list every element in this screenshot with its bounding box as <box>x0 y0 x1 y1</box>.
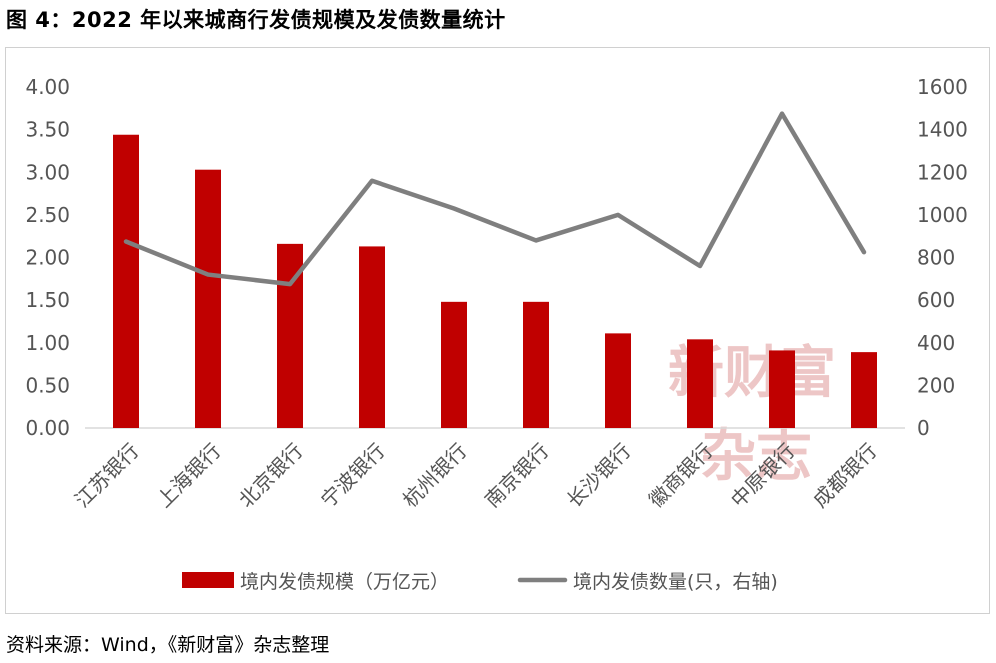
right-axis-tick-label: 200 <box>917 373 955 397</box>
category-label: 宁波银行 <box>316 439 390 513</box>
legend: 境内发债规模（万亿元） 境内发债数量(只，右轴) <box>182 571 778 593</box>
legend-bar-swatch <box>182 572 234 588</box>
left-axis-tick-label: 0.00 <box>25 416 70 440</box>
legend-line-label: 境内发债数量(只，右轴) <box>573 571 778 593</box>
source-note: 资料来源：Wind，《新财富》杂志整理 <box>6 634 330 656</box>
left-axis-tick-label: 2.50 <box>25 203 70 227</box>
right-axis-tick-label: 0 <box>917 416 930 440</box>
right-axis-tick-label: 1200 <box>917 160 968 184</box>
line-series-path <box>123 111 867 287</box>
right-axis-tick-label: 400 <box>917 331 955 355</box>
right-axis-tick-label: 1600 <box>917 75 968 99</box>
bar <box>769 350 795 428</box>
bar <box>113 134 139 429</box>
category-label: 杭州银行 <box>398 439 472 513</box>
category-label: 北京银行 <box>234 439 308 513</box>
axes: 0.00 0.50 1.00 1.50 2.00 2.50 3.00 3.50 4.00 0 200… <box>25 75 967 440</box>
left-axis-tick-label: 1.50 <box>25 288 70 312</box>
category-label: 上海银行 <box>152 439 226 513</box>
left-axis-tick-label: 1.00 <box>25 331 70 355</box>
right-axis-tick-label: 600 <box>917 288 955 312</box>
left-axis-tick-label: 3.50 <box>25 118 70 142</box>
watermark-text: 杂志 <box>700 423 812 489</box>
bar <box>195 169 221 428</box>
bar <box>523 301 549 428</box>
line-series <box>123 111 867 287</box>
bar <box>687 339 713 428</box>
left-axis-tick-label: 2.00 <box>25 246 70 270</box>
category-label: 成都银行 <box>808 439 882 513</box>
left-axis-tick-label: 4.00 <box>25 75 70 99</box>
bar <box>359 246 385 428</box>
left-axis-tick-label: 3.00 <box>25 160 70 184</box>
chart-frame <box>5 47 990 614</box>
category-label: 江苏银行 <box>70 439 144 513</box>
category-label: 南京银行 <box>480 439 554 513</box>
figure-title: 图 4：2022 年以来城商行发债规模及发债数量统计 <box>6 8 506 32</box>
bar <box>441 301 467 428</box>
category-label: 长沙银行 <box>562 439 636 513</box>
bar-series <box>113 134 877 429</box>
right-axis-tick-label: 1400 <box>917 118 968 142</box>
left-axis-tick-label: 0.50 <box>25 373 70 397</box>
right-axis-tick-label: 800 <box>917 246 955 270</box>
legend-bar-label: 境内发债规模（万亿元） <box>240 571 449 593</box>
right-axis-tick-label: 1000 <box>917 203 968 227</box>
bar <box>605 333 631 428</box>
bar <box>851 352 877 428</box>
